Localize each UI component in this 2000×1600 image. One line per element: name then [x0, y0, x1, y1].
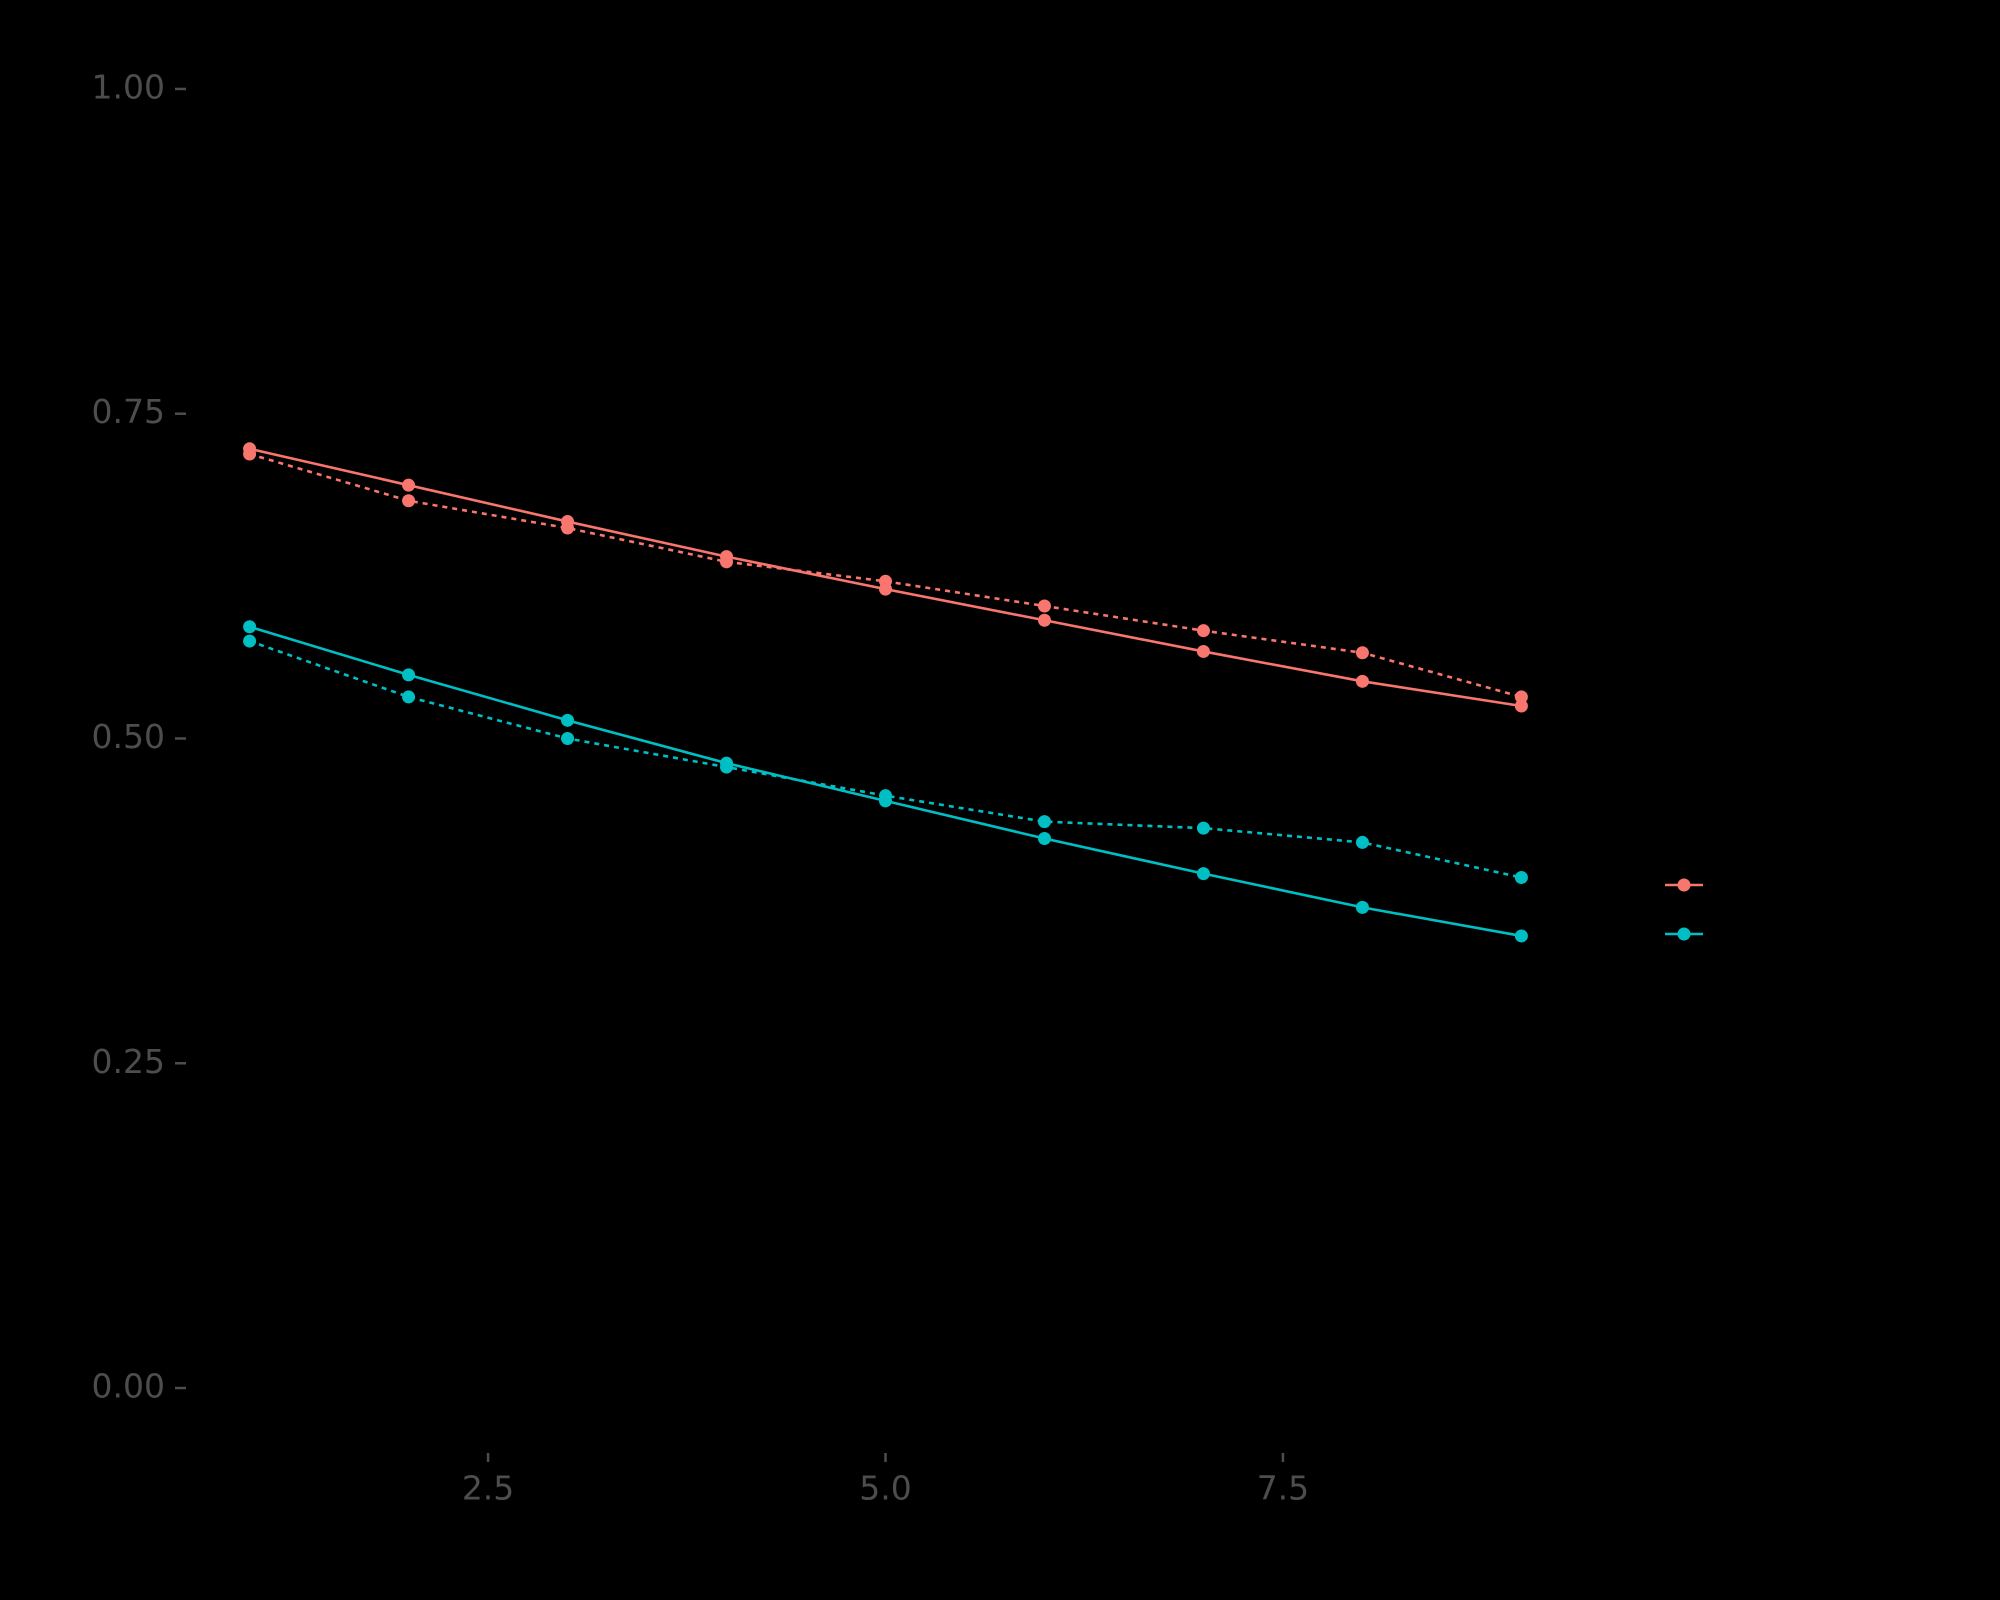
x-tick-label: 2.5 — [462, 1469, 514, 1508]
data-point — [1037, 613, 1051, 627]
data-point — [1355, 646, 1369, 660]
series-line — [249, 639, 1522, 879]
data-point — [1514, 929, 1528, 943]
data-point — [1196, 644, 1210, 658]
y-tick-label: 0.50 — [92, 717, 165, 756]
data-point — [1196, 624, 1210, 638]
data-point — [1196, 867, 1210, 881]
data-point — [1037, 815, 1051, 829]
data-point — [402, 690, 416, 704]
data-point — [561, 521, 575, 535]
y-tick-label: 0.00 — [92, 1367, 165, 1406]
y-tick-label: 0.75 — [92, 392, 165, 431]
data-point — [561, 732, 575, 745]
data-point — [402, 668, 416, 682]
data-point — [879, 789, 892, 803]
legend-key-point — [1677, 927, 1691, 941]
data-point — [1514, 690, 1528, 704]
data-point — [243, 634, 257, 648]
data-point — [879, 574, 892, 588]
data-point — [402, 478, 416, 492]
data-point — [1037, 832, 1051, 846]
data-point — [720, 760, 734, 774]
y-tick-label: 1.00 — [92, 67, 165, 106]
data-point — [1355, 835, 1369, 849]
data-point — [402, 494, 416, 508]
legend-key-point — [1677, 878, 1691, 892]
data-point — [1355, 674, 1369, 688]
data-point — [720, 555, 734, 569]
data-point — [1514, 699, 1528, 713]
x-tick-label: 5.0 — [859, 1469, 911, 1508]
data-point — [1514, 871, 1528, 885]
data-point — [1355, 900, 1369, 914]
x-tick-label: 7.5 — [1257, 1469, 1309, 1508]
data-point — [561, 713, 575, 727]
data-point — [1037, 599, 1051, 613]
data-point — [243, 620, 257, 634]
data-point — [243, 447, 257, 461]
data-point — [1196, 821, 1210, 835]
y-tick-label: 0.25 — [92, 1042, 165, 1081]
